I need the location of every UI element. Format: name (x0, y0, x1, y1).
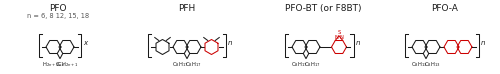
Text: n: n (228, 40, 232, 46)
Text: x: x (83, 40, 87, 46)
Text: PFH: PFH (178, 3, 196, 13)
Text: C$_8$H$_{13}$: C$_8$H$_{13}$ (411, 60, 428, 69)
Text: C$_8$H$_{17}$: C$_8$H$_{17}$ (172, 60, 189, 69)
Text: n: n (356, 40, 360, 46)
Text: N: N (334, 35, 338, 40)
Text: PFO-BT (or F8BT): PFO-BT (or F8BT) (285, 3, 361, 13)
Text: C$_8$H$_{17}$: C$_8$H$_{17}$ (291, 60, 308, 69)
Text: PFO: PFO (49, 3, 67, 13)
Text: C$_8$H$_{17}$: C$_8$H$_{17}$ (304, 60, 321, 69)
Text: C$_n$H$_{2n+1}$: C$_n$H$_{2n+1}$ (55, 60, 78, 69)
Text: C$_8$H$_{13}$: C$_8$H$_{13}$ (424, 60, 441, 69)
Text: N: N (340, 35, 344, 40)
Text: C$_8$H$_{17}$: C$_8$H$_{17}$ (185, 60, 202, 69)
Text: S: S (338, 30, 340, 35)
Text: H$_{2n+1}$C$_n$: H$_{2n+1}$C$_n$ (42, 60, 66, 69)
Text: n: n (481, 40, 486, 46)
Text: n = 6, 8 12, 15, 18: n = 6, 8 12, 15, 18 (27, 13, 89, 19)
Text: PFO-A: PFO-A (432, 3, 458, 13)
